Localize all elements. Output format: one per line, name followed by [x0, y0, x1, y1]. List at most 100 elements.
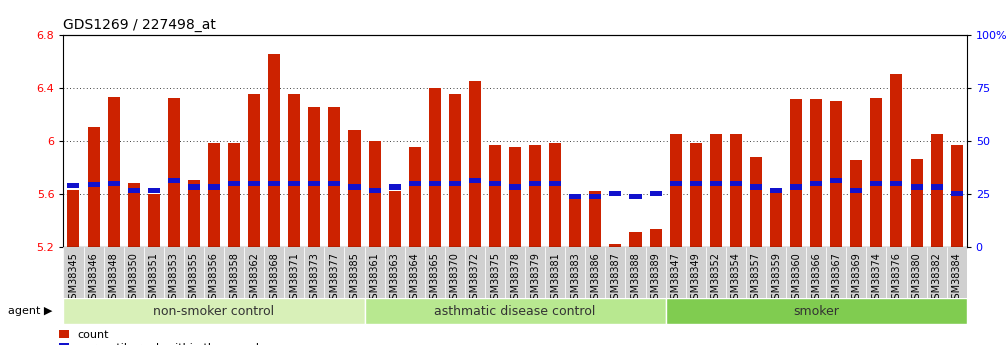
Bar: [750, 157, 762, 247]
Text: GSM38347: GSM38347: [671, 252, 681, 305]
Bar: [529, 180, 541, 186]
Bar: [770, 191, 782, 247]
Text: GSM38361: GSM38361: [370, 252, 380, 305]
Bar: [104, 247, 124, 310]
Bar: [489, 145, 501, 247]
Text: asthmatic disease control: asthmatic disease control: [434, 305, 596, 318]
Bar: [510, 185, 521, 189]
Bar: [830, 178, 842, 183]
Bar: [88, 181, 100, 187]
Bar: [650, 229, 662, 247]
Text: GSM38373: GSM38373: [309, 252, 319, 305]
Bar: [730, 180, 742, 186]
Bar: [67, 184, 80, 188]
Bar: [84, 247, 104, 310]
Text: GSM38348: GSM38348: [109, 252, 119, 305]
Bar: [690, 180, 702, 186]
Bar: [710, 180, 722, 186]
Bar: [706, 247, 726, 310]
Bar: [425, 247, 445, 310]
Bar: [284, 247, 304, 310]
Text: GDS1269 / 227498_at: GDS1269 / 227498_at: [63, 18, 217, 32]
Bar: [469, 178, 481, 183]
Bar: [148, 188, 160, 193]
Text: GSM38372: GSM38372: [470, 252, 480, 305]
Bar: [549, 143, 561, 247]
Bar: [208, 143, 220, 247]
Bar: [545, 247, 565, 310]
Bar: [645, 247, 666, 310]
Bar: [389, 185, 401, 189]
Bar: [549, 180, 561, 186]
Bar: [686, 247, 706, 310]
Bar: [830, 101, 842, 247]
Text: GSM38389: GSM38389: [651, 252, 661, 305]
Text: GSM38352: GSM38352: [711, 252, 721, 305]
Bar: [625, 247, 645, 310]
Text: GSM38376: GSM38376: [891, 252, 901, 305]
Bar: [324, 247, 344, 310]
Text: GSM38382: GSM38382: [931, 252, 942, 305]
Bar: [365, 247, 385, 310]
Bar: [529, 145, 541, 247]
Bar: [184, 247, 204, 310]
Bar: [811, 180, 822, 186]
Bar: [328, 180, 340, 186]
Text: GSM38350: GSM38350: [129, 252, 139, 305]
Bar: [489, 180, 501, 186]
Bar: [369, 188, 381, 193]
Bar: [128, 183, 140, 247]
Text: GSM38356: GSM38356: [209, 252, 219, 305]
Text: GSM38364: GSM38364: [410, 252, 420, 305]
Bar: [128, 188, 140, 193]
Bar: [389, 191, 401, 247]
Bar: [790, 185, 803, 189]
Bar: [811, 99, 822, 247]
Text: GSM38366: GSM38366: [812, 252, 821, 305]
Bar: [850, 188, 862, 193]
Bar: [429, 180, 441, 186]
Text: GSM38345: GSM38345: [68, 252, 79, 305]
Text: GSM38351: GSM38351: [149, 252, 159, 305]
Bar: [807, 247, 826, 310]
Bar: [730, 134, 742, 247]
Bar: [666, 298, 967, 324]
Bar: [168, 178, 180, 183]
Bar: [666, 247, 686, 310]
Bar: [710, 134, 722, 247]
Bar: [485, 247, 506, 310]
Bar: [469, 81, 481, 247]
Text: GSM38386: GSM38386: [590, 252, 600, 305]
Text: GSM38355: GSM38355: [189, 252, 199, 305]
Bar: [348, 185, 361, 189]
Bar: [308, 107, 320, 247]
Bar: [629, 194, 641, 199]
Text: GSM38369: GSM38369: [851, 252, 861, 305]
Text: agent ▶: agent ▶: [8, 306, 52, 316]
Bar: [726, 247, 746, 310]
Bar: [385, 247, 405, 310]
Bar: [890, 74, 902, 247]
Bar: [910, 159, 922, 247]
Bar: [244, 247, 264, 310]
Bar: [585, 247, 605, 310]
Bar: [348, 130, 361, 247]
Text: GSM38354: GSM38354: [731, 252, 741, 305]
Bar: [344, 247, 365, 310]
Text: GSM38371: GSM38371: [289, 252, 299, 305]
Bar: [288, 180, 300, 186]
Text: GSM38353: GSM38353: [169, 252, 179, 305]
Bar: [88, 127, 100, 247]
Bar: [124, 247, 144, 310]
Bar: [629, 232, 641, 247]
Bar: [746, 247, 766, 310]
Bar: [224, 247, 244, 310]
Bar: [208, 185, 220, 189]
Bar: [589, 194, 601, 199]
Text: GSM38359: GSM38359: [771, 252, 781, 305]
Bar: [308, 180, 320, 186]
Bar: [304, 247, 324, 310]
Text: non-smoker control: non-smoker control: [153, 305, 275, 318]
Bar: [605, 247, 625, 310]
Bar: [108, 97, 120, 247]
